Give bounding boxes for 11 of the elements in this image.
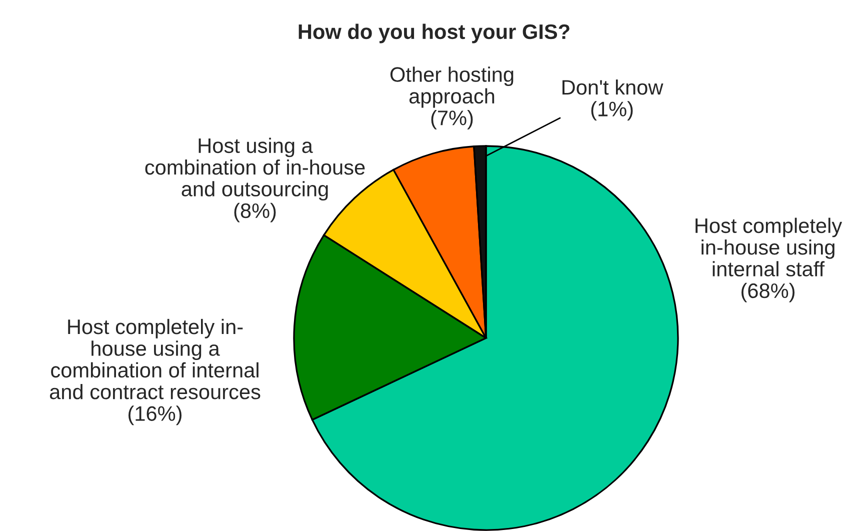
data-label: (16%) [128,406,182,426]
slice-label: Host completely in- house using a combination of internal and contract resources [50,318,260,400]
chart-title: How do you host your GIS? [298,24,570,44]
data-label: (8%) [234,202,276,222]
slice-label: Host completely in-house using internal staff [696,218,842,276]
data-label: (7%) [431,110,473,130]
data-label: (1%) [591,101,633,121]
slice-label: Don't know [562,79,664,95]
data-label: (68%) [742,282,794,302]
slice-label: Host using a combination of in-house and outsourcing [145,138,365,201]
slice-label: Other hosting approach [390,66,514,108]
